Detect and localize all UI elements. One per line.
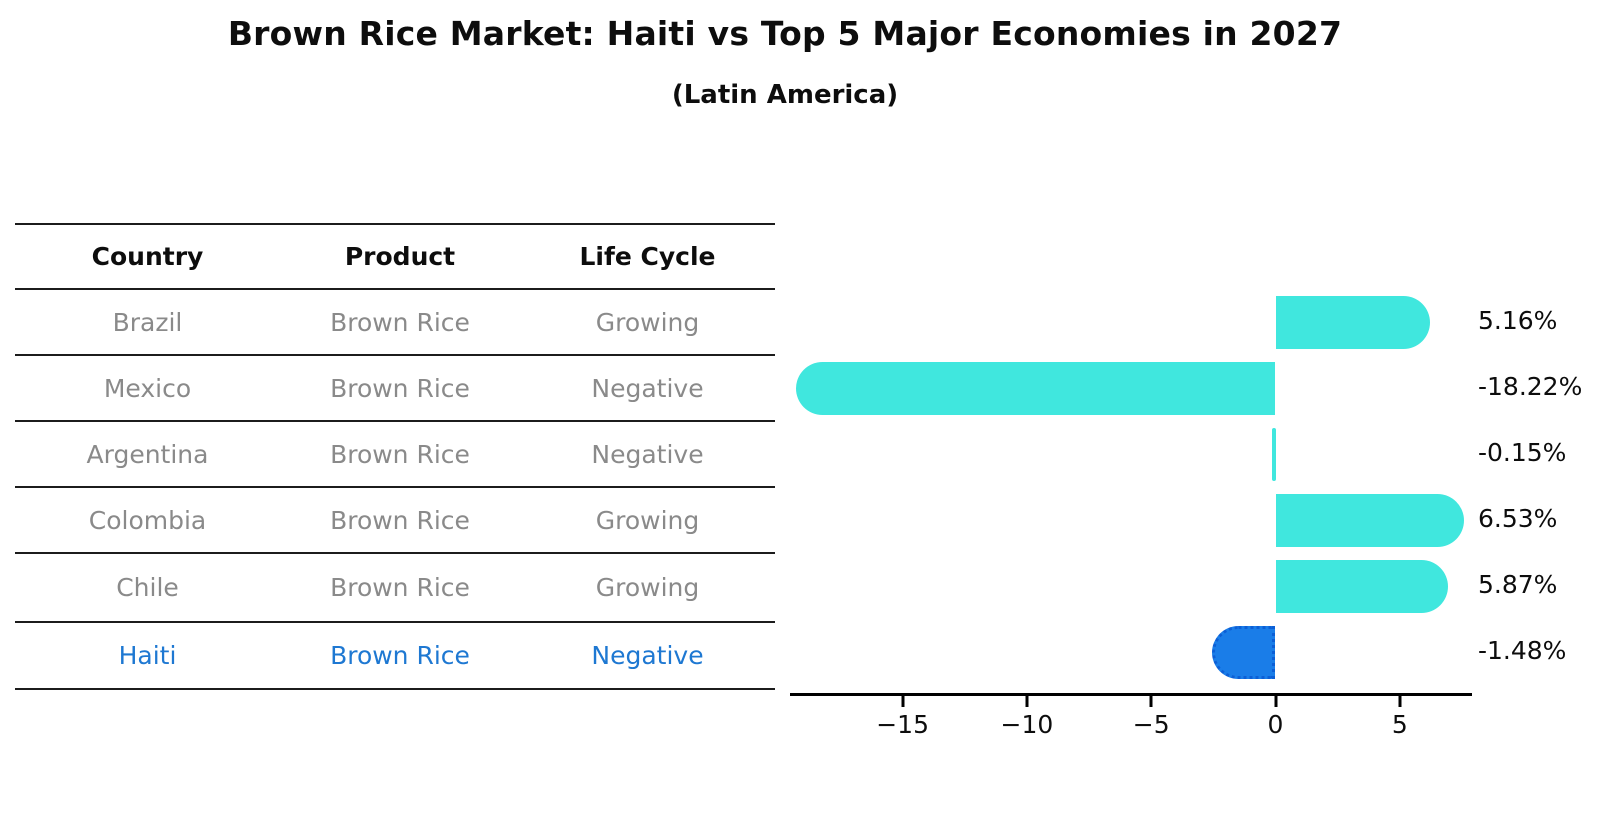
cell-product: Brown Rice [330, 505, 470, 535]
x-axis-line [790, 693, 1472, 696]
bar-value-label: -1.48% [1478, 636, 1567, 665]
cell-product: Brown Rice [330, 373, 470, 403]
cell-country: Argentina [86, 439, 209, 469]
chart-subtitle: (Latin America) [671, 80, 899, 110]
cell-life-cycle: Negative [591, 373, 704, 403]
table-row-argentina: Argentina Brown Rice Negative [15, 422, 775, 488]
x-tick-mark [1274, 696, 1277, 707]
cell-life-cycle: Negative [591, 641, 704, 670]
bar-colombia [1275, 493, 1465, 547]
cell-life-cycle: Growing [595, 505, 700, 535]
bar-value-label: 5.87% [1478, 570, 1558, 599]
cell-country: Colombia [88, 505, 207, 535]
x-tick-label: −5 [1132, 710, 1170, 739]
column-header-country: Country [91, 242, 204, 271]
x-tick-label: −10 [1000, 710, 1054, 739]
cell-country: Haiti [118, 641, 177, 670]
table-row-chile: Chile Brown Rice Growing [15, 554, 775, 623]
cell-country: Mexico [103, 373, 192, 403]
table-row-mexico: Mexico Brown Rice Negative [15, 356, 775, 422]
table-row-brazil: Brazil Brown Rice Growing [15, 290, 775, 356]
x-tick-mark [1149, 696, 1153, 707]
cell-life-cycle: Negative [591, 439, 704, 469]
column-header-product: Product [344, 242, 456, 271]
table-header-row: Country Product Life Cycle [15, 225, 775, 290]
cell-product: Brown Rice [330, 573, 470, 602]
x-tick-mark [1398, 696, 1402, 707]
cell-product: Brown Rice [330, 307, 470, 337]
cell-country: Chile [116, 573, 179, 602]
chart-title: Brown Rice Market: Haiti vs Top 5 Major … [227, 14, 1343, 53]
bar-argentina [1271, 427, 1276, 481]
column-header-life-cycle: Life Cycle [579, 242, 716, 271]
x-tick-label: 0 [1267, 710, 1284, 739]
cell-product: Brown Rice [330, 641, 470, 670]
x-tick-label: 5 [1391, 710, 1408, 739]
table-row-haiti: Haiti Brown Rice Negative [15, 623, 775, 690]
cell-country: Brazil [112, 307, 183, 337]
x-tick-mark [901, 696, 905, 707]
bar-value-label: 5.16% [1478, 306, 1558, 335]
cell-product: Brown Rice [330, 439, 470, 469]
bar-brazil [1275, 295, 1431, 349]
bar-chile [1275, 559, 1448, 613]
bar-mexico [796, 361, 1276, 415]
bar-value-label: -18.22% [1478, 372, 1583, 401]
bar-value-label: 6.53% [1478, 504, 1558, 533]
cell-life-cycle: Growing [595, 307, 700, 337]
x-tick-label: −15 [876, 710, 929, 739]
cell-life-cycle: Growing [595, 573, 700, 602]
bar-value-label: -0.15% [1478, 438, 1567, 467]
table-row-colombia: Colombia Brown Rice Growing [15, 488, 775, 554]
bar-haiti [1212, 625, 1276, 679]
country-table: Country Product Life Cycle Brazil Brown … [15, 223, 775, 690]
x-tick-mark [1025, 696, 1029, 707]
